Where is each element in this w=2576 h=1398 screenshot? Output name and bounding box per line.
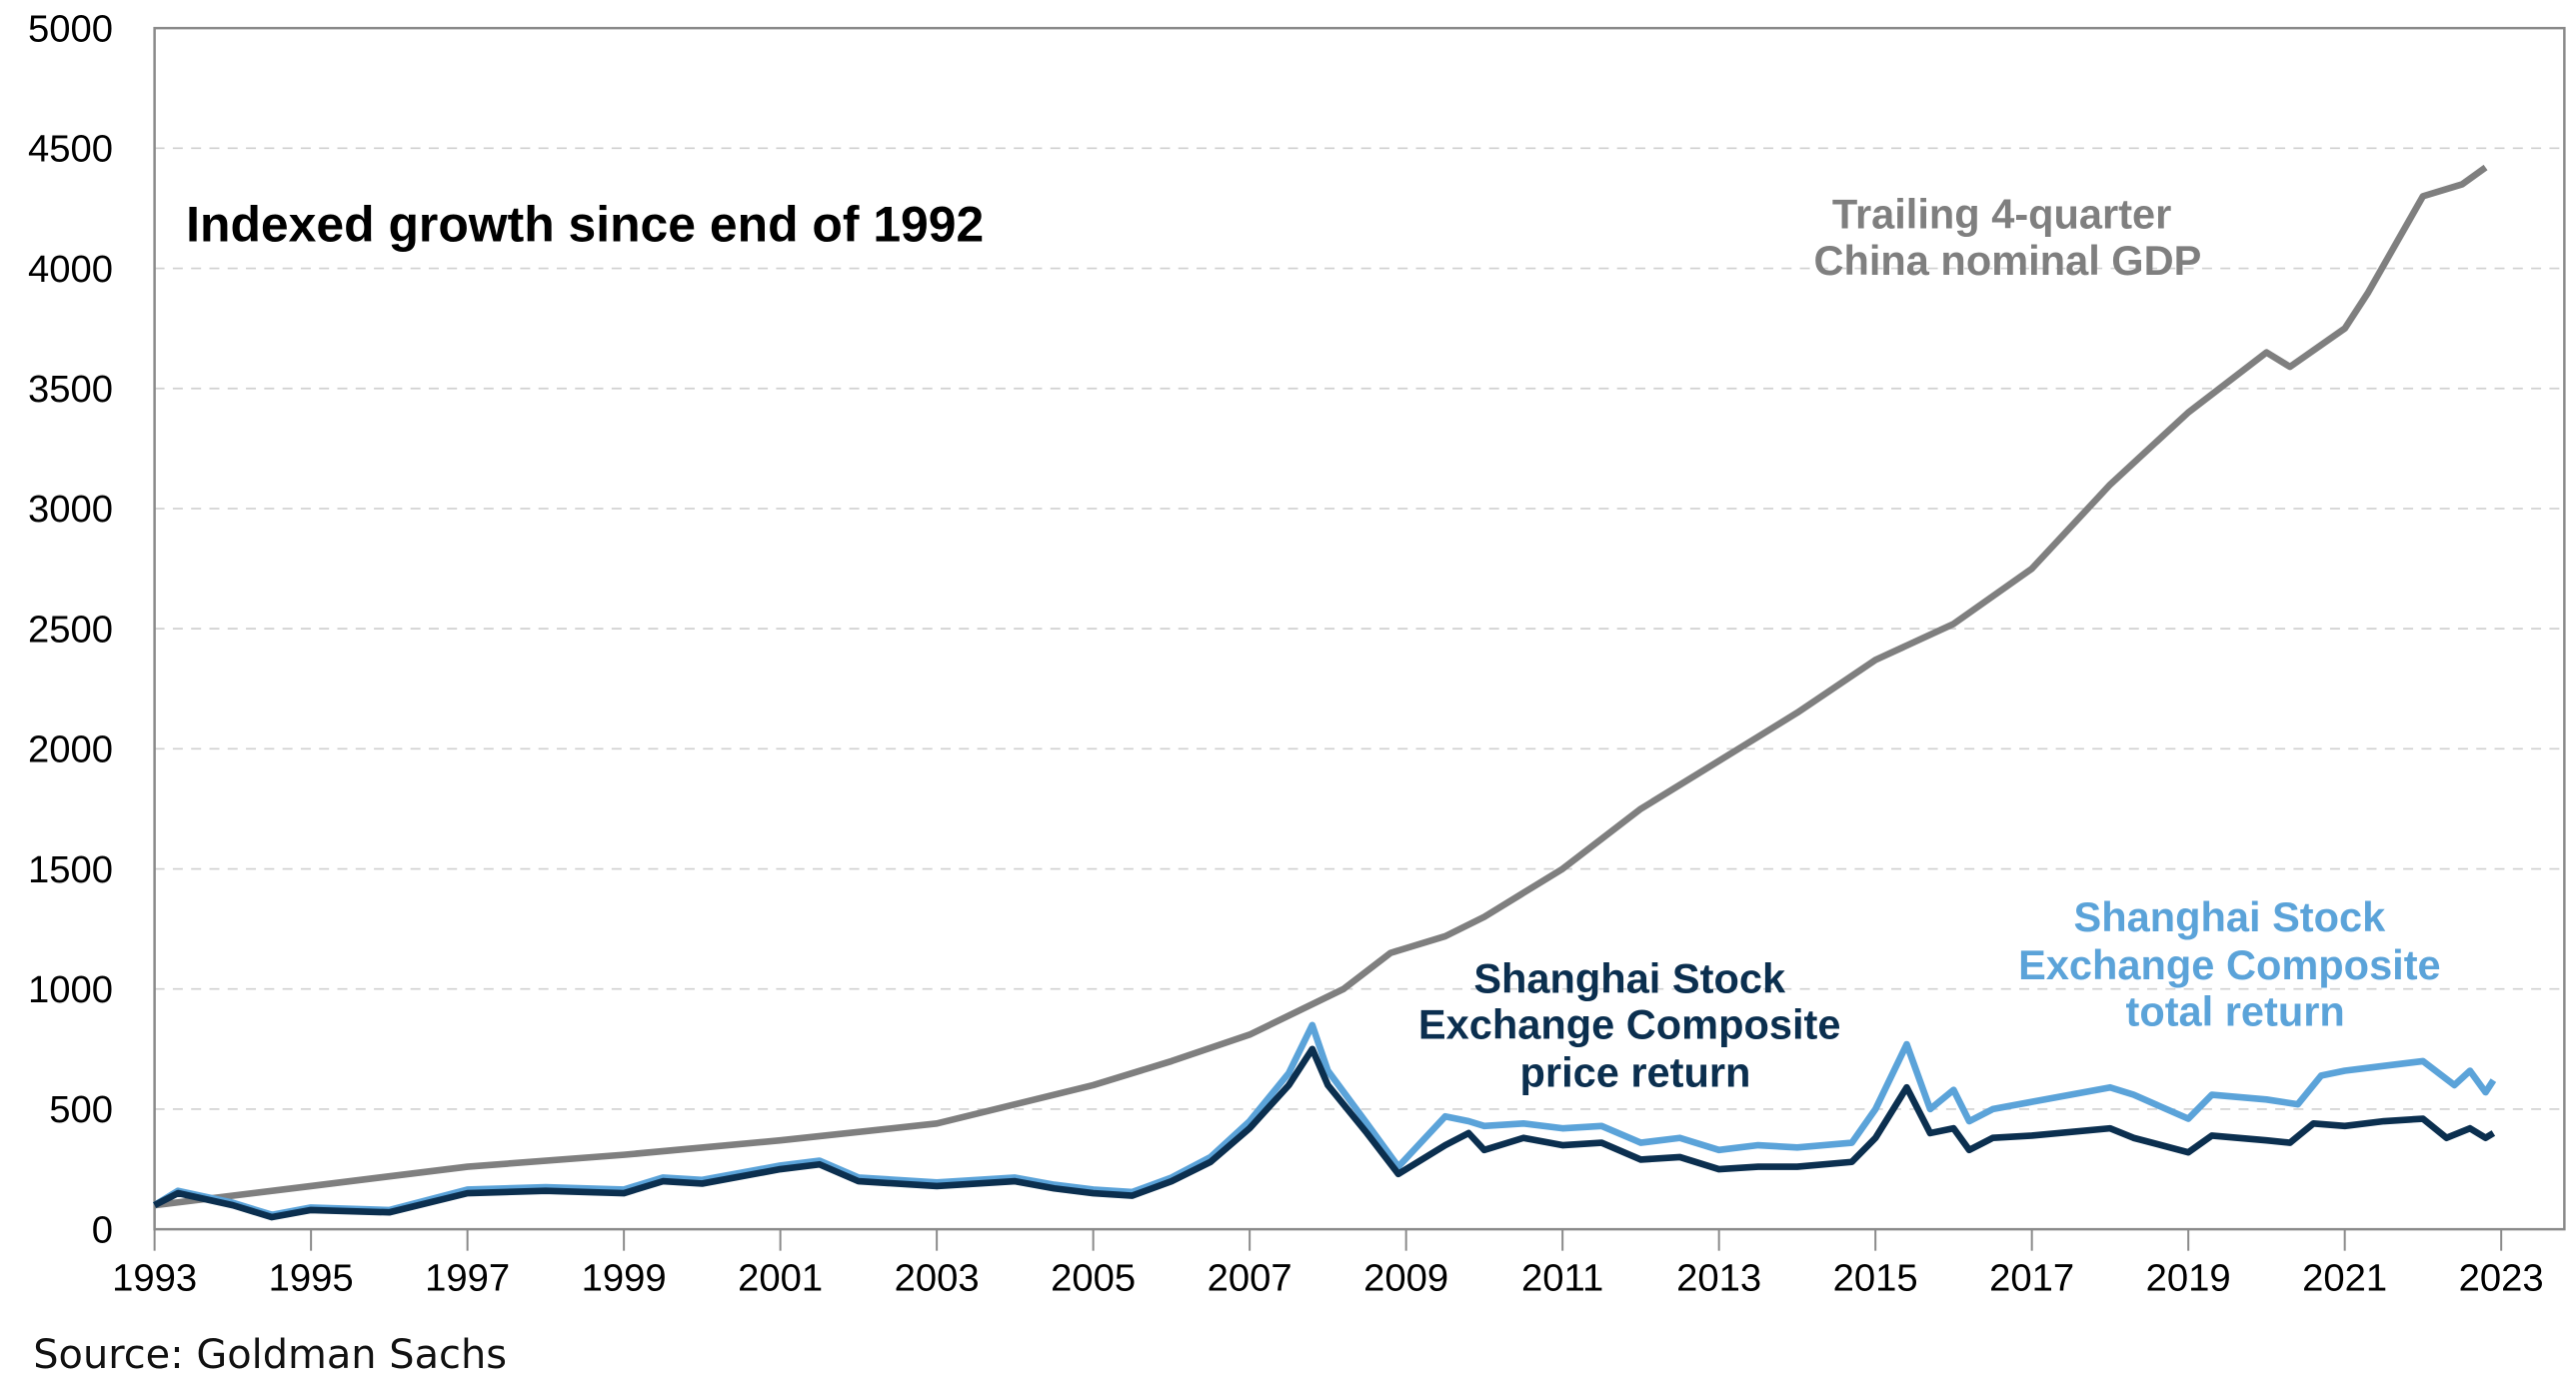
x-tick-label: 2001	[738, 1256, 823, 1299]
label-price-line-1: Shanghai Stock	[1473, 954, 1786, 1001]
label-total-return: Shanghai Stock Exchange Composite total …	[2018, 893, 2452, 1034]
series-line-price-return	[153, 1045, 2496, 1221]
series-line-gdp	[154, 164, 2488, 1209]
y-tick-label: 1500	[28, 848, 113, 891]
label-price-line-2: Exchange Composite	[1418, 1001, 1841, 1048]
x-tick-label: 2015	[1833, 1256, 1918, 1299]
label-price-line-3: price return	[1520, 1049, 1751, 1096]
x-tick-label: 2019	[2146, 1256, 2231, 1299]
y-tick-label: 2500	[28, 608, 113, 651]
x-tick-label: 2003	[895, 1256, 980, 1299]
y-tick-label: 1000	[28, 968, 113, 1011]
y-tick-label: 3500	[28, 368, 113, 411]
label-total-line-2: Exchange Composite	[2018, 941, 2441, 988]
series-line-total-return	[152, 1021, 2497, 1219]
x-tick-label: 2013	[1676, 1256, 1761, 1299]
chart-title: Indexed growth since end of 1992	[186, 197, 984, 253]
y-tick-label: 4500	[28, 128, 113, 171]
y-axis: 0 500 1000 1500 2000 2500 3000 3500 4000 4500 5000	[28, 7, 113, 1251]
x-tick-label: 2011	[1521, 1256, 1603, 1299]
series-lines	[152, 164, 2497, 1221]
x-tick-label: 2005	[1051, 1256, 1136, 1299]
x-tick-label: 2023	[2459, 1256, 2544, 1299]
y-tick-label: 3000	[28, 488, 113, 531]
label-gdp-line-1: Trailing 4-quarter	[1832, 191, 2171, 238]
y-tick-label: 5000	[28, 7, 113, 50]
y-tick-label: 4000	[28, 248, 113, 291]
x-tick-label: 1997	[425, 1256, 510, 1299]
label-price-return: Shanghai Stock Exchange Composite price …	[1418, 954, 1852, 1095]
y-tick-label: 2000	[28, 728, 113, 771]
y-tick-label: 500	[49, 1088, 113, 1131]
y-tick-label: 0	[92, 1208, 113, 1251]
x-tick-label: 2021	[2302, 1256, 2387, 1299]
label-gdp: Trailing 4-quarter China nominal GDP	[1813, 191, 2201, 284]
source-note: Source: Goldman Sachs	[33, 1332, 507, 1378]
label-gdp-line-2: China nominal GDP	[1813, 237, 2201, 284]
x-axis: 1993 1995 1997 1999 2001 2003 2005 2007 2009 2011…	[112, 1229, 2544, 1299]
x-tick-label: 1993	[112, 1256, 197, 1299]
chart-title-text: Indexed growth since end of 1992	[186, 197, 984, 253]
x-tick-label: 2017	[1989, 1256, 2074, 1299]
label-total-line-1: Shanghai Stock	[2074, 893, 2387, 940]
label-total-line-3: total return	[2126, 988, 2345, 1035]
x-tick-label: 1999	[582, 1256, 667, 1299]
x-tick-label: 2007	[1208, 1256, 1292, 1299]
x-tick-label: 1995	[269, 1256, 354, 1299]
x-tick-label: 2009	[1363, 1256, 1448, 1299]
plot-frame	[153, 26, 2566, 1231]
